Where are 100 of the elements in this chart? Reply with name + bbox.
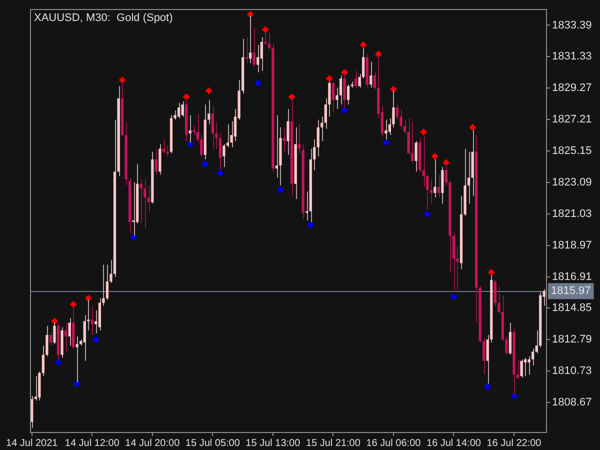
y-tick-label: 1831.33 xyxy=(552,50,592,63)
candlestick xyxy=(260,36,263,72)
point xyxy=(374,50,382,58)
point xyxy=(50,318,58,325)
candlestick xyxy=(188,114,192,144)
candlestick xyxy=(434,158,436,198)
candlestick xyxy=(222,144,226,168)
point xyxy=(390,86,397,93)
point xyxy=(340,68,348,76)
candlestick xyxy=(158,144,162,176)
candlestick xyxy=(132,182,135,236)
y-tick-label: 1812.79 xyxy=(552,334,592,346)
point xyxy=(442,158,450,166)
candlestick xyxy=(68,318,71,346)
candlestick xyxy=(64,322,68,352)
point xyxy=(510,392,518,400)
point xyxy=(254,80,262,87)
point xyxy=(469,124,476,131)
point xyxy=(262,26,269,34)
candlestick xyxy=(414,140,418,172)
y-tick-label: 1810.73 xyxy=(552,365,592,378)
candlestick xyxy=(286,108,290,156)
candlestick xyxy=(264,32,267,46)
point xyxy=(202,160,209,168)
candlestick xyxy=(508,322,512,356)
point xyxy=(246,10,254,18)
point xyxy=(420,128,428,136)
ref-line-label: 1815.97 xyxy=(551,285,591,298)
candlestick xyxy=(520,358,523,378)
x-tick-label: 16 Jul 06:00 xyxy=(366,438,422,449)
point xyxy=(92,336,100,344)
candlestick xyxy=(177,102,180,119)
candlestick xyxy=(192,125,196,136)
candlestick xyxy=(524,357,527,377)
y-tick-label: 1827.21 xyxy=(552,114,592,126)
x-tick-label: 15 Jul 21:00 xyxy=(306,438,361,449)
point xyxy=(182,93,190,100)
candlestick xyxy=(332,82,335,113)
candlestick xyxy=(370,61,372,88)
candlestick xyxy=(106,264,109,300)
candlestick xyxy=(339,74,342,105)
candlestick xyxy=(249,15,252,64)
point xyxy=(84,294,92,302)
candlestick xyxy=(53,322,56,345)
point xyxy=(276,186,284,194)
candlestick xyxy=(245,36,248,64)
point xyxy=(326,75,333,82)
x-tick-label: 14 Jul 20:00 xyxy=(125,438,180,449)
candlestick xyxy=(211,105,214,150)
candlestick xyxy=(422,136,425,188)
point xyxy=(288,93,296,100)
point xyxy=(54,358,62,366)
point xyxy=(431,152,438,160)
point xyxy=(484,383,492,390)
candlestick xyxy=(218,132,222,171)
y-tick-label: 1816.91 xyxy=(552,270,592,283)
candlestick xyxy=(144,178,146,229)
candlestick xyxy=(162,139,166,154)
y-tick-label: 1825.15 xyxy=(552,145,592,158)
point xyxy=(450,293,458,300)
y-tick-label: 1823.09 xyxy=(552,176,592,188)
x-tick-label: 15 Jul 13:00 xyxy=(246,438,301,449)
x-tick-label: 14 Jul 12:00 xyxy=(64,438,120,449)
candlestick xyxy=(400,108,402,130)
x-tick-label: 15 Jul 05:00 xyxy=(185,438,240,449)
candlestick xyxy=(282,126,286,152)
y-tick-label: 1808.67 xyxy=(552,396,592,409)
chart-title: XAUUSD, M30: Gold (Spot) xyxy=(34,12,173,24)
candlestick xyxy=(441,166,444,204)
point xyxy=(424,210,431,218)
y-tick-label: 1818.97 xyxy=(552,239,592,252)
y-tick-label: 1821.03 xyxy=(552,208,592,220)
x-tick-label: 14 Jul 2021 xyxy=(6,438,58,449)
y-tick-label: 1833.39 xyxy=(552,19,592,32)
candlestick xyxy=(343,73,346,108)
point xyxy=(488,268,495,276)
candlestick xyxy=(316,119,320,157)
candlestick xyxy=(384,119,388,140)
candlestick xyxy=(49,331,52,346)
x-tick-label: 16 Jul 14:00 xyxy=(426,438,482,449)
candlestick xyxy=(430,178,432,204)
candlestick xyxy=(83,314,86,362)
point xyxy=(186,140,194,148)
candlestick xyxy=(252,28,256,67)
point xyxy=(130,234,138,241)
point xyxy=(382,139,390,146)
point xyxy=(216,170,224,177)
candlestick xyxy=(181,100,184,118)
candlestick xyxy=(354,70,358,88)
point xyxy=(360,41,367,48)
point xyxy=(70,300,77,308)
candlestick xyxy=(154,148,158,176)
candlestick xyxy=(140,178,142,224)
candlestick xyxy=(437,174,440,198)
y-tick-label: 1814.85 xyxy=(552,302,592,314)
candlestick xyxy=(410,120,414,163)
candlestick xyxy=(90,305,94,336)
point xyxy=(118,76,126,84)
point xyxy=(307,222,314,229)
candlestick xyxy=(230,120,233,148)
